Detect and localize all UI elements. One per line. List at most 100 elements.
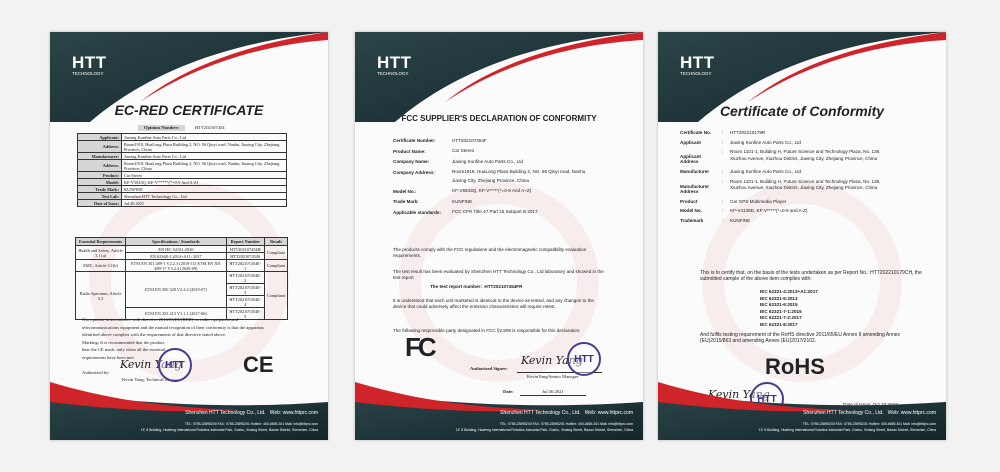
paragraph: And fulfils testing requirement of the R… [700, 332, 901, 344]
info-row: Date of Issue: Jul.30.2021 [77, 199, 287, 207]
standard-item: IEC 62321-7-1:2015 [760, 308, 802, 314]
header-banner [355, 32, 643, 122]
field-label: Manufacturer Address [680, 183, 710, 194]
field-label: Trademark [680, 217, 704, 223]
field-value: Room1918, HuaLong Plaza Building 2, NO. … [121, 140, 287, 153]
footer-contact: TEL: 0755-23595200 FAX: 0755-23595201 Ho… [184, 422, 318, 426]
footer-company: Shenzhen HTT Technology Co., Ltd. Web: w… [500, 410, 633, 416]
field-label: Company Name: [393, 159, 430, 164]
field-value: FCC CFR Title 47 Part 15 Subpart B:2017 [452, 209, 538, 214]
standard-item: IEC 62321-7-2:2017 [760, 315, 802, 321]
header-banner [50, 32, 328, 122]
ce-mark: CE [243, 352, 274, 377]
opinion-label: Opinion Number: [138, 125, 186, 131]
field-value: KF-V5843Q, KF-V*****(*=0-9 And A~Z) [452, 188, 532, 193]
standard-item: IEC 62321-4:2013+A1:2017 [760, 289, 818, 294]
htt-stamp: HTT [158, 348, 192, 382]
field-value: Jul.30.2021 [121, 199, 287, 207]
field-value: Shenzhen HTT Technology Co., Ltd. [121, 192, 287, 200]
field-value: Car Stereo [121, 171, 287, 179]
field-label: Manufacturer: [77, 152, 122, 160]
opinion-number: HTT202107454 [195, 125, 225, 130]
htt-stamp: HTT [567, 342, 601, 376]
standard-item: IEC 62321-8:2017 [760, 321, 798, 327]
footer-company: Shenzhen HTT Technology Co., Ltd. Web: w… [185, 410, 318, 416]
info-row: Trade Mark: KUNFINE [77, 185, 287, 193]
field-label: Trade Mark: [393, 199, 419, 204]
info-row: Product: Car Stereo [77, 171, 287, 179]
field-value: Jiaxing Kunfine Auto Parts Co., Ltd [730, 139, 801, 145]
ec-red-certificate: HTT TECHNOLOGY EC-RED CERTIFICATE Opinion… [50, 32, 328, 440]
field-label: Applicant [680, 139, 701, 145]
paragraph: It is understood that each unit marketed… [393, 298, 594, 309]
certificate-of-conformity: HTT TECHNOLOGY Certificate of Conformity … [658, 32, 946, 440]
field-value: KF-V4139D, KF-V*****(*=0-9 and A-Z) [730, 208, 808, 213]
standards-table: Essential Requirements Specifications / S… [74, 237, 289, 320]
footer-contact: TEL: 0755-23595200 FAX: 0755-23595201 Ho… [499, 422, 633, 426]
field-value: Jiaxing Kunfine Auto Parts Co., Ltd [121, 133, 287, 141]
field-label: Product [680, 198, 698, 204]
paragraph: This is to certify that, on the basis of… [700, 270, 922, 282]
field-value: Room1918, HuaLong Plaza Building 2, NO. … [452, 169, 587, 183]
field-label: Certificate No. [680, 130, 712, 135]
info-row: Manufacturer: Jiaxing Kunfine Auto Parts … [77, 152, 287, 160]
field-value: Room1918, HuaLong Plaza Building 2, NO. … [121, 159, 287, 172]
date-label: Date: [503, 389, 514, 394]
field-label: Product: [77, 171, 122, 179]
info-table: Applicant: Jiaxing Kunfine Auto Parts Co.… [77, 133, 287, 207]
field-label: Test Lab: [77, 192, 122, 200]
page-title: Certificate of Conformity [719, 103, 885, 119]
paragraph: The following responsible party designat… [393, 328, 581, 333]
opinion-text: Our opinion in accordance with directive… [82, 317, 264, 360]
signer-name: Kevin Yang, Technical Manager [122, 377, 182, 382]
htt-logo: HTT TECHNOLOGY [680, 53, 715, 76]
info-row: Model: KF-V5843Q, KF-V*****(*=0-9 And A-Z… [77, 178, 287, 186]
paragraph: The test result has been evaluated by Sh… [393, 269, 604, 280]
header-banner [658, 32, 946, 122]
signer-label: Authorized Signer: [470, 366, 508, 371]
issue-date: Date of Issue: Oct.20,2022 [843, 402, 898, 407]
footer-address: 1F, 8 Building, Huafeng International Ro… [140, 428, 318, 432]
footer-company: Shenzhen HTT Technology Co., Ltd. Web: w… [803, 410, 936, 416]
report-number: The test report number: HTT202107454FR [430, 284, 523, 289]
page-title: EC-RED CERTIFICATE [114, 102, 264, 118]
field-label: Product Name: [393, 148, 426, 154]
page-title: FCC SUPPLIER'S DECLARATION OF CONFORMITY [401, 114, 597, 123]
field-label: Address: [77, 140, 122, 153]
info-row: Address: Room1918, HuaLong Plaza Building… [77, 159, 287, 172]
field-value: KUNFINE [121, 185, 287, 193]
field-value: HTT202107454F [452, 137, 487, 143]
standard-item: IEC 62321-6:2015 [760, 302, 798, 308]
standard-item: IEC 62321-5:2013 [760, 295, 798, 301]
footer-address: 1F, 8 Building, Huafeng International Ro… [758, 428, 936, 432]
field-label: Applicant: [77, 133, 122, 141]
field-label: Address: [77, 159, 122, 172]
field-value: Jiaxing Kunfine Auto Parts Co., Ltd [121, 152, 287, 160]
field-value: Jiaxing Kunfine Auto Parts Co., Ltd [730, 169, 801, 174]
field-label: Model No. [680, 208, 702, 213]
field-label: Applicable standards: [393, 209, 441, 215]
footer-contact: TEL: 0755-23595200 FAX: 0755-23595201 Ho… [802, 422, 936, 426]
field-label: Company Address: [393, 169, 435, 175]
standards-list: IEC 62321-4:2013+A1:2017 IEC 62321-5:2013… [760, 289, 818, 329]
field-value: HTT202210179R [730, 130, 766, 135]
field-label: Certificate Number: [393, 138, 436, 143]
info-row: Address: Room1918, HuaLong Plaza Building… [77, 140, 287, 153]
rohs-mark: RoHS [765, 354, 825, 379]
field-label: Applicant Address [680, 154, 701, 164]
field-value: KUNFINE [730, 217, 751, 223]
field-label: Date of Issue: [77, 199, 122, 207]
field-value: KUNFINE [452, 198, 473, 204]
field-value: Room 1101-1, Building H, Future Science … [730, 178, 881, 191]
footer-address: 1F, 8 Building, Huafeng International Ro… [455, 428, 633, 432]
date: Jul.30.2021 [520, 389, 586, 396]
footer-banner [658, 382, 946, 440]
footer-banner [50, 382, 328, 440]
field-value: Room 1101-1, Building H, Future Science … [730, 149, 881, 161]
field-value: Car GPS Multimedia Player [730, 198, 787, 204]
info-row: Test Lab: Shenzhen HTT Technology Co., Lt… [77, 192, 287, 200]
info-row: Applicant: Jiaxing Kunfine Auto Parts Co.… [77, 133, 287, 141]
field-value: KF-V5843Q, KF-V*****(*=0-9 And A-Z) [121, 178, 287, 186]
footer-banner [355, 382, 643, 440]
field-label: Manufacturer [680, 169, 710, 174]
